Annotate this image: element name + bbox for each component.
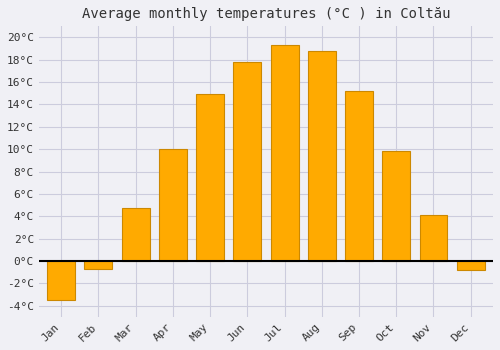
Bar [270,45,298,261]
Bar [345,91,373,261]
Bar [122,208,150,261]
Bar [308,51,336,261]
Bar [84,261,112,269]
Bar [382,152,410,261]
Bar [457,261,484,270]
Bar [420,215,448,261]
Title: Average monthly temperatures (°C ) in Coltău: Average monthly temperatures (°C ) in Co… [82,7,450,21]
Bar [196,94,224,261]
Bar [47,261,75,300]
Bar [234,62,262,261]
Bar [159,149,187,261]
